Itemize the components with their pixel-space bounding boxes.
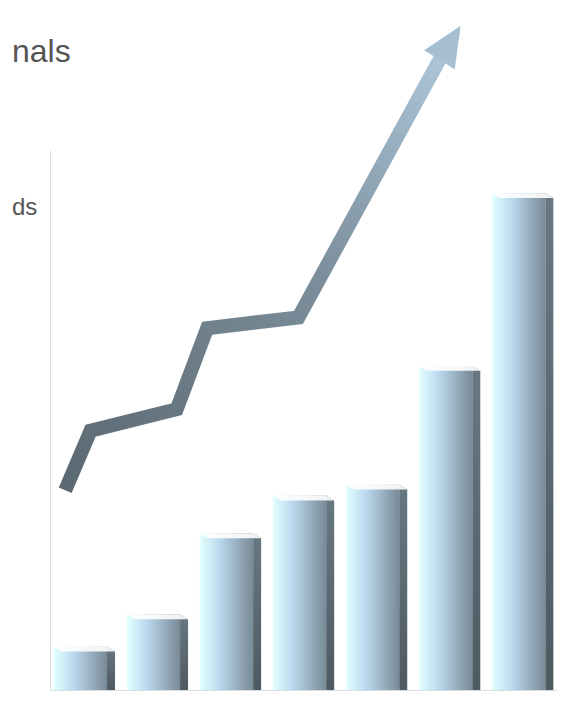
trend-arrow (65, 26, 460, 490)
bar-side (253, 533, 261, 690)
bar (492, 193, 553, 690)
bar-front (127, 614, 180, 690)
bars (54, 193, 554, 690)
bar (346, 485, 407, 690)
arrow-head (424, 26, 460, 69)
bar (54, 647, 115, 690)
bar-side (545, 193, 553, 690)
bar-top (200, 533, 261, 538)
bar-side (107, 647, 115, 690)
annotation: nals (12, 33, 71, 69)
bar-front (346, 485, 399, 690)
bar-top (127, 614, 188, 619)
annotation: ds (12, 193, 37, 220)
chart: nals ds (0, 0, 571, 704)
bar-front (273, 496, 326, 690)
bar (273, 496, 334, 690)
bar-front (492, 193, 545, 690)
bar-front (54, 647, 107, 690)
bar-side (399, 485, 407, 690)
y-axis (50, 151, 51, 691)
bar-top (54, 647, 115, 652)
bar-side (326, 496, 334, 690)
bar-top (492, 193, 553, 198)
bar (419, 366, 480, 690)
bar-front (419, 366, 472, 690)
plot (51, 151, 558, 691)
bar-side (472, 366, 480, 690)
bar-front (200, 533, 253, 690)
y-axis-line (50, 151, 51, 691)
x-axis-line (51, 690, 558, 691)
bar-side (180, 614, 188, 690)
bar-top (273, 496, 334, 501)
bar-top (419, 366, 480, 371)
bar (127, 614, 188, 690)
bar-top (346, 485, 407, 490)
arrow-shaft (65, 58, 440, 490)
bar (200, 533, 261, 690)
